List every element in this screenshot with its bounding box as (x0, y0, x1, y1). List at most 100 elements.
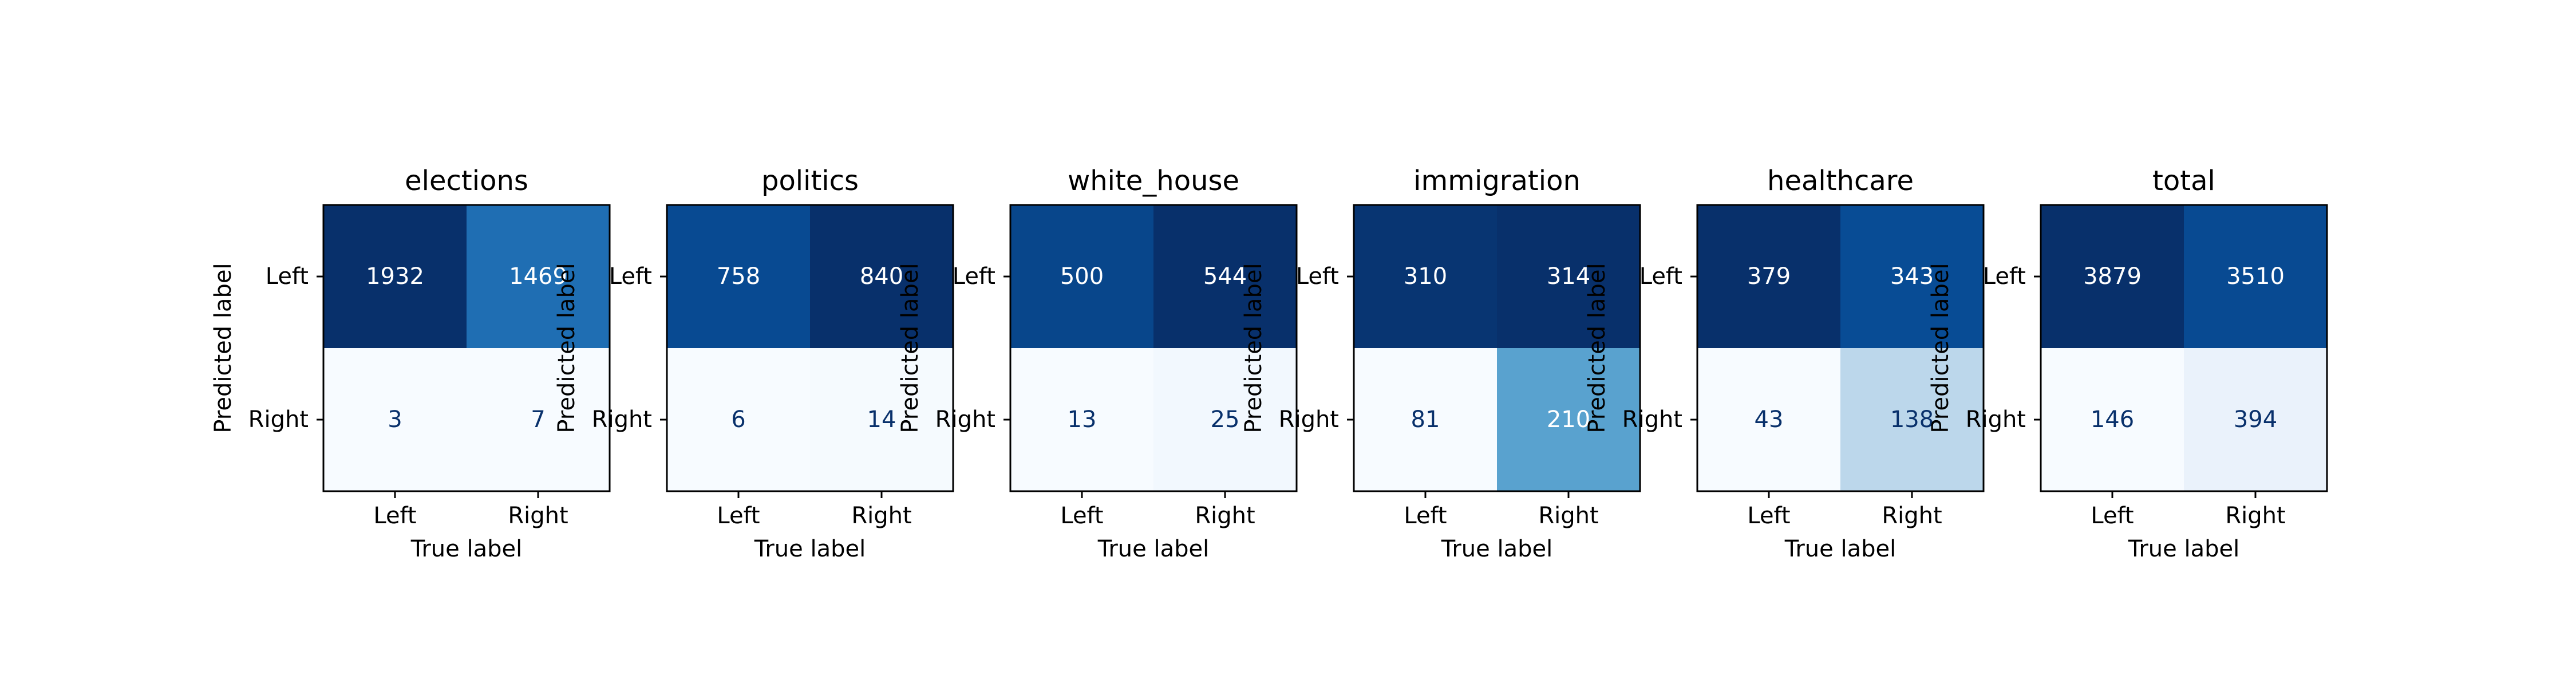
x-axis-label: True label (410, 536, 522, 562)
matrix-cell (323, 348, 467, 491)
matrix-cell (467, 348, 610, 491)
panel-healthcare: 379 343 43 138 healthcare Left Right Left Right T… (1584, 165, 1985, 562)
panel-politics: 758 840 6 14 politics Left Right Left Right True … (554, 165, 954, 562)
y-tick-label: Left (609, 263, 652, 290)
panel-white-house: 500 544 13 25 white_house Left Right Left Right T… (897, 165, 1298, 562)
cell-value-label: 146 (2091, 406, 2134, 433)
cell-value-label: 138 (1890, 406, 1934, 433)
cell-value-label: 343 (1890, 263, 1934, 290)
cell-value-label: 1932 (366, 263, 424, 290)
x-axis-label: True label (2128, 536, 2239, 562)
cell-value-label: 394 (2234, 406, 2277, 433)
panel-title: healthcare (1767, 165, 1914, 197)
matrix-cell (1354, 205, 1497, 348)
cell-value-label: 840 (860, 263, 903, 290)
cell-value-label: 314 (1547, 263, 1590, 290)
panel-frame (322, 204, 611, 492)
y-tick-label: Right (248, 406, 309, 433)
cell-value-label: 14 (867, 406, 896, 433)
x-tick-label: Left (717, 503, 760, 529)
x-tick-label: Right (1538, 503, 1598, 529)
cell-value-label: 3510 (2226, 263, 2285, 290)
matrix-cell (667, 205, 810, 348)
matrix-cell (2184, 348, 2327, 491)
matrix-cell (323, 205, 467, 348)
matrix-cell (1153, 205, 1297, 348)
panel-title: elections (405, 165, 528, 197)
y-axis-label: Predicted label (1584, 263, 1610, 433)
panel-title: immigration (1413, 165, 1581, 197)
matrix-cell (1153, 348, 1297, 491)
y-axis-label: Predicted label (897, 263, 923, 433)
y-tick-label: Left (1296, 263, 1339, 290)
matrix-cell (810, 205, 953, 348)
cell-value-label: 544 (1203, 263, 1247, 290)
cell-value-label: 310 (1404, 263, 1447, 290)
panel-immigration: 310 314 81 210 immigration Left Right Left Right… (1240, 165, 1641, 562)
matrix-cell (1010, 205, 1153, 348)
x-tick-label: Left (373, 503, 416, 529)
cell-value-label: 6 (731, 406, 745, 433)
panel-frame (2040, 204, 2328, 492)
x-tick-label: Left (1404, 503, 1447, 529)
x-tick-label: Right (1195, 503, 1255, 529)
y-tick-label: Left (953, 263, 995, 290)
y-tick-label: Right (592, 406, 652, 433)
cell-value-label: 210 (1547, 406, 1590, 433)
y-axis-label: Predicted label (210, 263, 236, 433)
matrix-cell (1354, 348, 1497, 491)
matrix-cell (2184, 205, 2327, 348)
y-tick-label: Left (1983, 263, 2026, 290)
x-tick-label: Right (508, 503, 568, 529)
panel-frame (1696, 204, 1985, 492)
matrix-cell (1840, 205, 1984, 348)
cell-value-label: 81 (1411, 406, 1440, 433)
matrix-cell (1840, 348, 1984, 491)
matrix-cell (1497, 348, 1640, 491)
x-axis-label: True label (1441, 536, 1552, 562)
panel-total: 3879 3510 146 394 total Left Right Left Right Tru… (1927, 165, 2328, 562)
cell-value-label: 1469 (509, 263, 567, 290)
x-axis-label: True label (754, 536, 866, 562)
panel-frame (666, 204, 954, 492)
matrix-cell (1010, 348, 1153, 491)
cell-value-label: 758 (717, 263, 760, 290)
cell-value-label: 3879 (2083, 263, 2142, 290)
matrix-cell (467, 205, 610, 348)
matrix-cell (667, 348, 810, 491)
x-axis-label: True label (1097, 536, 1209, 562)
x-tick-label: Right (2225, 503, 2285, 529)
y-tick-label: Right (1966, 406, 2026, 433)
matrix-cell (810, 348, 953, 491)
matrix-cell (1497, 205, 1640, 348)
cell-value-label: 43 (1755, 406, 1784, 433)
panel-title: white_house (1068, 165, 1239, 197)
y-axis-label: Predicted label (1927, 263, 1954, 433)
matrix-cell (1697, 205, 1840, 348)
panel-frame (1353, 204, 1641, 492)
x-tick-label: Left (2091, 503, 2134, 529)
panel-elections: 1932 1469 3 7 elections Left Right Left Right Tru… (210, 165, 611, 562)
x-tick-label: Right (851, 503, 911, 529)
cell-value-label: 13 (1068, 406, 1097, 433)
y-tick-label: Left (266, 263, 309, 290)
y-tick-label: Right (1279, 406, 1339, 433)
x-tick-label: Left (1747, 503, 1790, 529)
cell-value-label: 25 (1211, 406, 1240, 433)
cell-value-label: 500 (1060, 263, 1104, 290)
cell-value-label: 3 (388, 406, 402, 433)
panel-title: politics (761, 165, 859, 197)
y-tick-label: Right (1622, 406, 1682, 433)
y-tick-label: Right (935, 406, 995, 433)
x-tick-label: Right (1882, 503, 1942, 529)
x-tick-label: Left (1060, 503, 1103, 529)
matrix-cell (2041, 348, 2184, 491)
y-axis-label: Predicted label (1240, 263, 1267, 433)
x-axis-label: True label (1784, 536, 1896, 562)
cell-value-label: 7 (531, 406, 545, 433)
y-axis-label: Predicted label (554, 263, 580, 433)
matrix-cell (1697, 348, 1840, 491)
cell-value-label: 379 (1747, 263, 1791, 290)
